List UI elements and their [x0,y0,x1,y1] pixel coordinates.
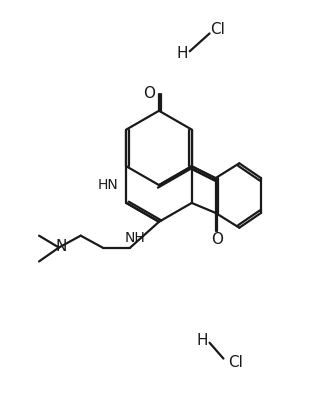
Text: HN: HN [98,178,119,192]
Text: O: O [211,232,224,247]
Text: O: O [143,86,155,101]
Text: N: N [55,239,67,254]
Text: Cl: Cl [211,22,226,37]
Text: H: H [196,333,208,348]
Text: Cl: Cl [228,355,243,370]
Text: H: H [176,46,188,61]
Text: NH: NH [125,231,145,244]
